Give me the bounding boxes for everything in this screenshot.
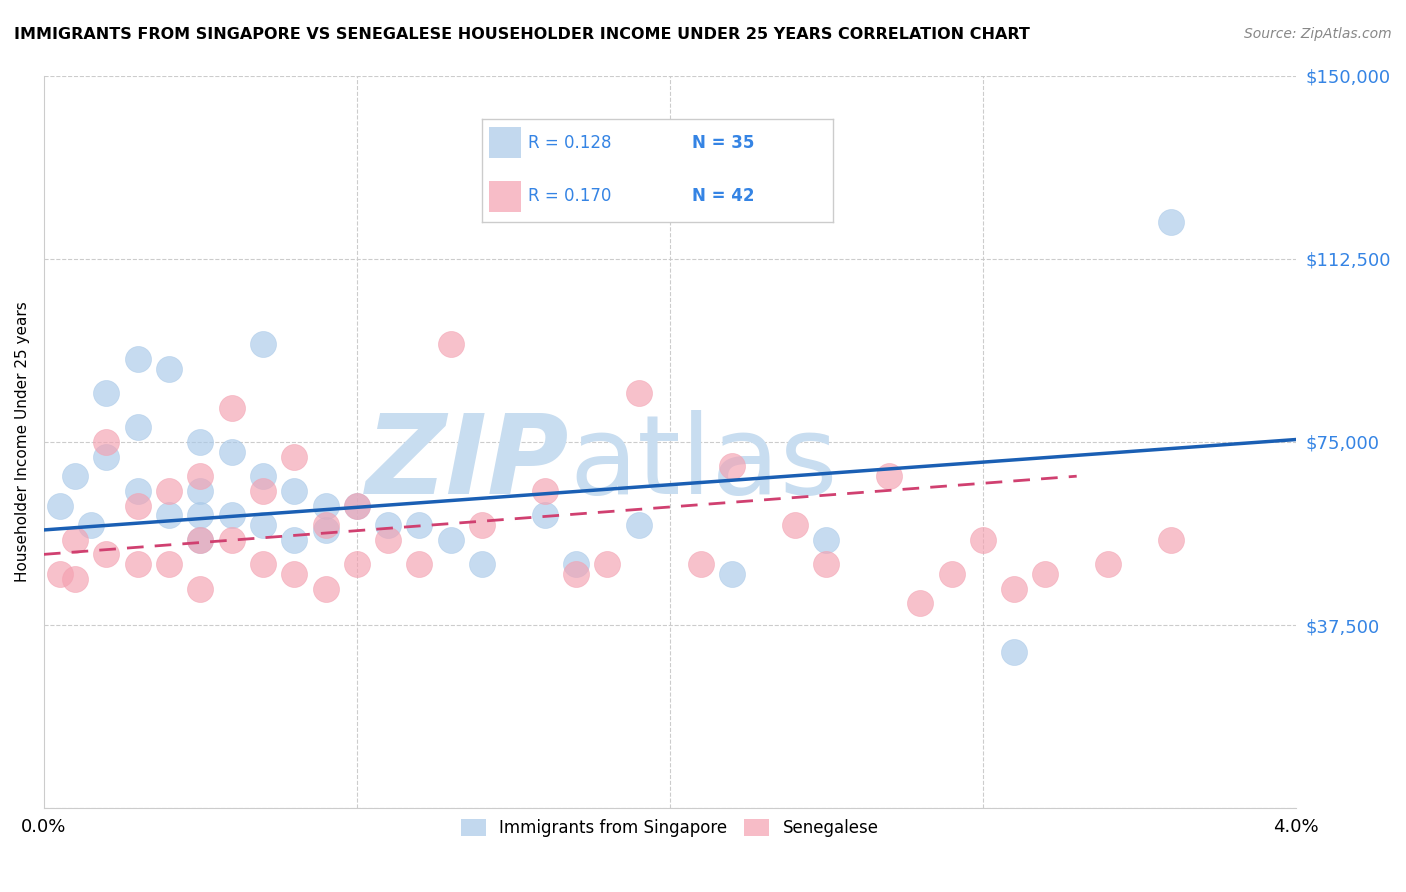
Text: Source: ZipAtlas.com: Source: ZipAtlas.com [1244, 27, 1392, 41]
Point [972, 533, 994, 547]
Point [80, 518, 103, 533]
Point [346, 557, 368, 571]
Point [721, 459, 744, 474]
Point [533, 508, 555, 523]
Point [1097, 557, 1119, 571]
Point [221, 533, 243, 547]
Point [63, 469, 86, 483]
Point [190, 533, 212, 547]
Point [252, 518, 274, 533]
Point [283, 450, 305, 464]
Point [346, 499, 368, 513]
Point [783, 518, 806, 533]
Point [157, 557, 180, 571]
Point [157, 483, 180, 498]
Point [63, 533, 86, 547]
Point [190, 582, 212, 596]
Point [627, 386, 650, 401]
Point [377, 518, 399, 533]
Point [96, 450, 118, 464]
Point [908, 596, 931, 610]
Point [190, 533, 212, 547]
Point [252, 337, 274, 351]
Point [283, 483, 305, 498]
Point [252, 557, 274, 571]
Point [252, 469, 274, 483]
Point [471, 557, 494, 571]
Point [127, 499, 149, 513]
Point [157, 508, 180, 523]
Point [221, 444, 243, 458]
Point [471, 518, 494, 533]
Point [96, 386, 118, 401]
Point [127, 420, 149, 434]
Point [315, 499, 337, 513]
Point [127, 483, 149, 498]
Point [283, 566, 305, 581]
Point [565, 557, 588, 571]
Point [127, 351, 149, 366]
Point [63, 572, 86, 586]
Point [877, 469, 900, 483]
Point [815, 533, 838, 547]
Point [440, 337, 463, 351]
Point [252, 483, 274, 498]
Text: atlas: atlas [569, 410, 838, 517]
Point [221, 401, 243, 415]
Point [315, 582, 337, 596]
Point [190, 469, 212, 483]
Point [565, 566, 588, 581]
Point [815, 557, 838, 571]
Point [157, 361, 180, 376]
Point [221, 508, 243, 523]
Point [941, 566, 963, 581]
Point [1160, 533, 1182, 547]
Y-axis label: Householder Income Under 25 years: Householder Income Under 25 years [15, 301, 30, 582]
Point [315, 518, 337, 533]
Point [190, 508, 212, 523]
Point [48, 499, 70, 513]
Point [96, 434, 118, 449]
Point [190, 483, 212, 498]
Point [1160, 215, 1182, 229]
Point [48, 566, 70, 581]
Point [408, 557, 430, 571]
Point [1035, 566, 1057, 581]
Point [440, 533, 463, 547]
Point [721, 566, 744, 581]
Point [1002, 582, 1025, 596]
Point [346, 499, 368, 513]
Point [315, 523, 337, 537]
Point [377, 533, 399, 547]
Legend: Immigrants from Singapore, Senegalese: Immigrants from Singapore, Senegalese [454, 813, 886, 844]
Text: IMMIGRANTS FROM SINGAPORE VS SENEGALESE HOUSEHOLDER INCOME UNDER 25 YEARS CORREL: IMMIGRANTS FROM SINGAPORE VS SENEGALESE … [14, 27, 1031, 42]
Point [533, 483, 555, 498]
Point [690, 557, 713, 571]
Text: ZIP: ZIP [366, 410, 569, 517]
Point [190, 434, 212, 449]
Point [283, 533, 305, 547]
Point [1002, 645, 1025, 659]
Point [408, 518, 430, 533]
Point [596, 557, 619, 571]
Point [127, 557, 149, 571]
Point [96, 547, 118, 561]
Point [627, 518, 650, 533]
